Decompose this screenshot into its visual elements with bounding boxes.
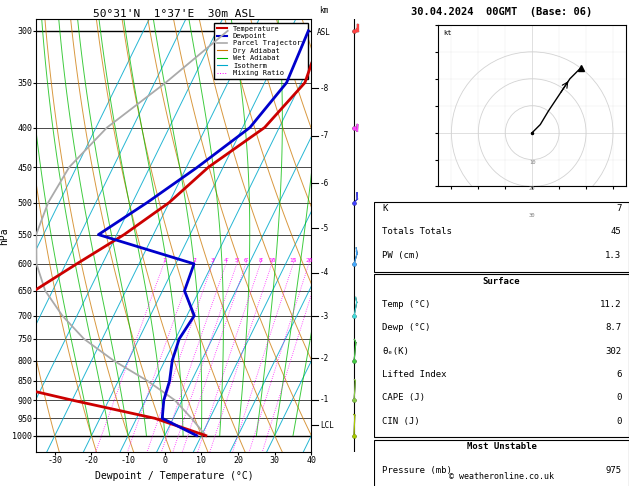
- FancyBboxPatch shape: [374, 202, 629, 272]
- Text: -6: -6: [320, 179, 330, 188]
- Text: Surface: Surface: [483, 277, 520, 286]
- Text: θₑ(K): θₑ(K): [382, 347, 409, 356]
- Text: 1: 1: [162, 258, 165, 262]
- Text: Most Unstable: Most Unstable: [467, 442, 537, 451]
- FancyBboxPatch shape: [374, 440, 629, 486]
- Text: 20: 20: [529, 187, 535, 191]
- Text: 0: 0: [616, 417, 621, 426]
- Text: Totals Totals: Totals Totals: [382, 227, 452, 237]
- Text: 8.7: 8.7: [605, 323, 621, 332]
- Text: -3: -3: [320, 312, 330, 321]
- Legend: Temperature, Dewpoint, Parcel Trajectory, Dry Adiabat, Wet Adiabat, Isotherm, Mi: Temperature, Dewpoint, Parcel Trajectory…: [214, 23, 308, 79]
- Text: 45: 45: [611, 227, 621, 237]
- Text: -2: -2: [320, 354, 330, 363]
- Text: © weatheronline.co.uk: © weatheronline.co.uk: [449, 472, 554, 481]
- Y-axis label: hPa: hPa: [0, 227, 9, 244]
- Text: Pressure (mb): Pressure (mb): [382, 466, 452, 475]
- Text: 5: 5: [235, 258, 238, 262]
- Text: 302: 302: [605, 347, 621, 356]
- Title: 50°31'N  1°37'E  30m ASL: 50°31'N 1°37'E 30m ASL: [93, 9, 255, 18]
- Text: -7: -7: [320, 131, 330, 140]
- Text: CIN (J): CIN (J): [382, 417, 420, 426]
- Text: 15: 15: [289, 258, 297, 262]
- Text: 3: 3: [211, 258, 214, 262]
- Text: 2: 2: [192, 258, 196, 262]
- Text: 10: 10: [529, 159, 535, 165]
- FancyBboxPatch shape: [374, 274, 629, 437]
- Text: 6: 6: [616, 370, 621, 379]
- Text: -8: -8: [320, 84, 330, 93]
- Text: LCL: LCL: [320, 421, 334, 430]
- Text: CAPE (J): CAPE (J): [382, 393, 425, 402]
- Text: -1: -1: [320, 395, 330, 404]
- Text: 6: 6: [244, 258, 248, 262]
- Text: 1.3: 1.3: [605, 251, 621, 260]
- Text: 20: 20: [305, 258, 313, 262]
- Text: km: km: [320, 6, 328, 15]
- Text: -4: -4: [320, 268, 330, 277]
- Text: 30: 30: [529, 213, 535, 218]
- Text: 975: 975: [605, 466, 621, 475]
- Text: -5: -5: [320, 224, 330, 233]
- Text: Lifted Index: Lifted Index: [382, 370, 447, 379]
- Text: Dewp (°C): Dewp (°C): [382, 323, 430, 332]
- X-axis label: Dewpoint / Temperature (°C): Dewpoint / Temperature (°C): [94, 471, 253, 481]
- Text: Temp (°C): Temp (°C): [382, 300, 430, 309]
- Text: K: K: [382, 204, 387, 213]
- Text: ASL: ASL: [317, 28, 331, 37]
- Text: 7: 7: [616, 204, 621, 213]
- Text: 4: 4: [224, 258, 228, 262]
- Text: 0: 0: [616, 393, 621, 402]
- Text: kt: kt: [443, 30, 452, 36]
- Text: PW (cm): PW (cm): [382, 251, 420, 260]
- Text: 30.04.2024  00GMT  (Base: 06): 30.04.2024 00GMT (Base: 06): [411, 7, 593, 17]
- Text: 11.2: 11.2: [600, 300, 621, 309]
- Text: 10: 10: [268, 258, 276, 262]
- Text: 8: 8: [259, 258, 262, 262]
